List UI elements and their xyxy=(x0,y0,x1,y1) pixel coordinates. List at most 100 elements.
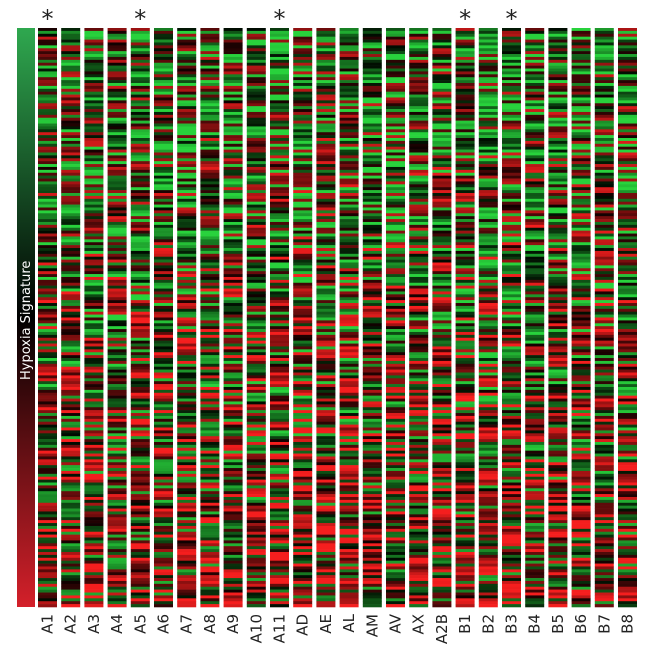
stripe xyxy=(478,557,498,561)
stripe xyxy=(130,514,150,518)
stripe xyxy=(386,207,405,211)
stripe xyxy=(38,482,57,486)
stripe xyxy=(571,265,591,269)
stripe xyxy=(409,198,429,202)
stripe xyxy=(594,230,614,234)
stripe xyxy=(270,250,289,255)
stripe xyxy=(200,71,220,75)
stripe xyxy=(223,80,243,84)
stripe xyxy=(594,109,614,113)
stripe xyxy=(525,80,545,84)
stripe xyxy=(200,48,220,52)
stripe xyxy=(339,378,359,382)
stripe xyxy=(200,583,220,588)
stripe xyxy=(502,531,521,535)
stripe xyxy=(571,436,591,440)
stripe xyxy=(525,369,545,373)
stripe xyxy=(154,358,173,362)
stripe xyxy=(84,172,104,176)
stripe xyxy=(38,187,57,191)
stripe xyxy=(502,262,521,266)
stripe xyxy=(130,430,150,434)
stripe xyxy=(362,560,382,564)
stripe xyxy=(38,155,57,159)
stripe xyxy=(130,262,150,266)
stripe xyxy=(316,384,336,388)
stripe xyxy=(130,575,150,579)
stripe xyxy=(316,418,336,423)
stripe xyxy=(246,508,266,512)
stripe xyxy=(270,578,289,582)
stripe xyxy=(316,80,336,84)
stripe xyxy=(455,120,475,124)
stripe xyxy=(409,143,429,147)
stripe xyxy=(339,297,359,301)
stripe xyxy=(525,268,545,272)
stripe xyxy=(386,398,405,402)
stripe xyxy=(200,482,220,486)
stripe xyxy=(571,274,591,278)
stripe xyxy=(293,366,313,370)
stripe xyxy=(502,259,521,263)
stripe xyxy=(548,74,568,78)
stripe xyxy=(223,30,243,35)
stripe xyxy=(386,317,405,321)
stripe xyxy=(154,28,173,32)
stripe xyxy=(386,219,405,223)
stripe xyxy=(432,279,452,284)
stripe xyxy=(38,508,57,512)
stripe xyxy=(571,447,591,451)
stripe xyxy=(130,392,150,396)
stripe xyxy=(107,485,127,489)
stripe xyxy=(455,132,475,136)
stripe xyxy=(61,375,81,379)
stripe xyxy=(548,276,568,281)
stripe xyxy=(107,407,127,411)
stripe xyxy=(154,389,173,394)
stripe xyxy=(177,117,197,121)
stripe xyxy=(84,395,104,399)
stripe xyxy=(362,447,382,451)
stripe xyxy=(548,323,568,327)
stripe xyxy=(154,479,173,483)
stripe xyxy=(107,213,127,217)
stripe xyxy=(154,366,173,370)
stripe xyxy=(525,505,545,509)
stripe xyxy=(177,138,197,142)
stripe xyxy=(432,566,452,570)
stripe xyxy=(386,233,405,237)
stripe xyxy=(177,453,197,457)
stripe xyxy=(455,248,475,252)
stripe xyxy=(38,120,57,124)
stripe xyxy=(270,135,289,139)
stripe xyxy=(455,413,475,417)
stripe xyxy=(525,580,545,585)
stripe xyxy=(478,551,498,556)
stripe xyxy=(84,94,104,98)
stripe xyxy=(409,28,429,32)
stripe xyxy=(154,274,173,278)
stripe xyxy=(154,207,173,211)
stripe xyxy=(84,421,104,425)
stripe xyxy=(200,77,220,81)
stripe xyxy=(200,236,220,240)
stripe xyxy=(525,184,545,188)
stripe xyxy=(246,103,266,107)
stripe xyxy=(502,508,521,512)
stripe xyxy=(130,482,150,486)
stripe xyxy=(386,569,405,573)
stripe xyxy=(432,221,452,226)
stripe xyxy=(478,415,498,420)
stripe xyxy=(386,343,405,347)
stripe xyxy=(409,201,429,205)
stripe xyxy=(339,233,359,237)
stripe xyxy=(594,132,614,136)
stripe xyxy=(571,135,591,139)
stripe xyxy=(107,282,127,286)
stripe xyxy=(270,94,289,98)
stripe xyxy=(478,543,498,547)
stripe xyxy=(84,213,104,217)
stripe xyxy=(223,352,243,356)
stripe xyxy=(339,135,359,139)
stripe xyxy=(84,473,104,478)
